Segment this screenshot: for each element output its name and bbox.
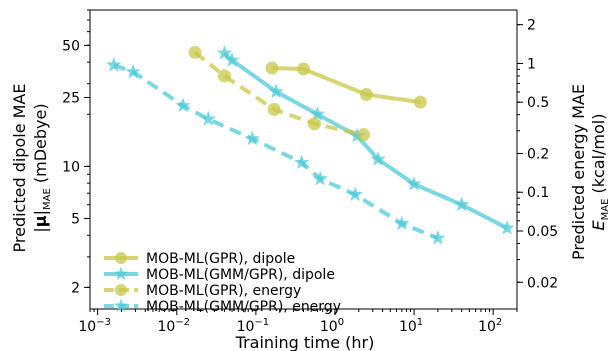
x-tick-label: 10−1: [237, 317, 270, 335]
legend-label: MOB-ML(GPR), energy: [146, 283, 301, 299]
legend-entry-1: MOB-ML(GPR), dipole: [104, 251, 295, 267]
y-label-sub: MAE: [42, 188, 53, 210]
legend-entry-2: MOB-ML(GMM/GPR), dipole: [104, 266, 335, 283]
data-point: [217, 69, 231, 83]
legend-entry-3: MOB-ML(GPR), energy: [104, 283, 301, 299]
y2-tick-label: 0.5: [527, 95, 549, 111]
y2-axis-label: Predicted energy MAE EMAE (kcal/mol): [569, 84, 608, 260]
data-point: [268, 83, 284, 99]
y2-label-unit: (kcal/mol): [589, 114, 608, 199]
series-2: [216, 45, 515, 235]
y-tick-label: 2: [71, 280, 80, 296]
data-point: [413, 95, 427, 109]
y2-tick-label: 1: [527, 56, 536, 72]
y2-tick-label: 0.05: [527, 224, 558, 240]
data-point: [106, 57, 122, 72]
y-tick-label: 10: [62, 159, 80, 175]
y2-tick-label: 0.02: [527, 275, 558, 291]
data-point: [265, 61, 279, 75]
data-point: [312, 170, 328, 186]
data-point: [175, 97, 191, 113]
y2-tick-label: 2: [527, 18, 536, 34]
y2-tick-label: 0.2: [527, 146, 549, 162]
x-axis-label: Training time (hr): [235, 333, 375, 351]
y2-axis-label-line2: EMAE (kcal/mol): [589, 114, 608, 231]
series-line: [271, 65, 421, 105]
legend-label: MOB-ML(GPR), dipole: [146, 251, 295, 267]
y-label-mu: μ: [31, 215, 50, 227]
axes-layer: 10−3 10−2 10−1 100 101 102251025500.020.050.1…: [62, 9, 558, 335]
data-point: [188, 45, 202, 59]
x-tick-label: 101: [399, 317, 423, 335]
legend-marker: [113, 266, 129, 281]
legend-entry-4: MOB-ML(GMM/GPR), energy: [104, 298, 341, 315]
data-point: [499, 220, 515, 235]
data-point: [349, 127, 365, 143]
data-point: [309, 106, 326, 121]
series-layer: [106, 45, 515, 245]
data-point: [200, 111, 216, 126]
legend-marker: [113, 298, 129, 313]
data-point: [244, 130, 260, 146]
data-point: [370, 151, 386, 166]
y-axis-label-line2: |μ|MAE (mDebye): [31, 103, 53, 232]
data-point: [307, 117, 321, 131]
data-point: [224, 52, 240, 67]
x-tick-label: 10−2: [157, 317, 190, 335]
data-point: [359, 88, 373, 102]
x-tick-label: 102: [478, 317, 502, 335]
y-label-unit: (mDebye): [31, 103, 50, 188]
series-3: [188, 45, 371, 142]
legend-label: MOB-ML(GMM/GPR), energy: [146, 299, 341, 315]
legend-label: MOB-ML(GMM/GPR), dipole: [146, 267, 335, 283]
data-point: [125, 63, 141, 79]
y2-tick-label: 0.1: [527, 185, 549, 201]
series-4: [106, 57, 446, 245]
y-tick-label: 25: [62, 90, 80, 106]
data-point: [347, 186, 363, 201]
legend-marker: [115, 252, 127, 264]
y-label-bar-right: |: [31, 210, 50, 215]
y-label-bar-left: |: [31, 227, 50, 232]
data-point: [294, 154, 310, 170]
data-point: [216, 45, 232, 60]
y-tick-label: 5: [71, 211, 80, 227]
data-point: [406, 176, 422, 191]
data-point: [454, 196, 470, 212]
y-axis-label: Predicted dipole MAE |μ|MAE (mDebye): [10, 84, 53, 253]
legend-marker: [115, 284, 127, 296]
data-point: [297, 62, 310, 76]
series-1: [265, 61, 427, 109]
data-point: [267, 102, 281, 116]
y2-label-sub: MAE: [600, 199, 608, 221]
y-axis-label-line1: Predicted dipole MAE: [10, 84, 29, 253]
data-point: [357, 128, 371, 142]
y-tick-label: 50: [62, 38, 80, 54]
data-point: [394, 215, 410, 231]
x-tick-label: 10−3: [78, 317, 111, 335]
y2-axis-label-line1: Predicted energy MAE: [569, 84, 588, 260]
y2-label-e: E: [589, 220, 608, 231]
data-point: [430, 230, 446, 245]
x-tick-label: 100: [320, 317, 344, 335]
